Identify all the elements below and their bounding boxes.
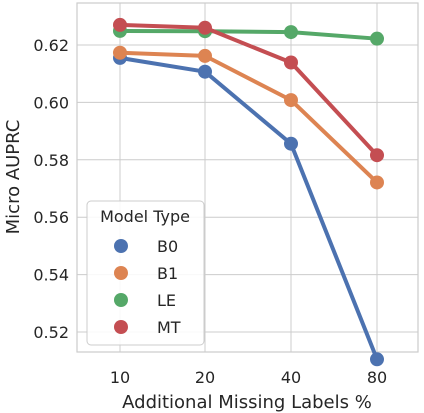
data-point <box>284 25 298 40</box>
y-tick-label: 0.58 <box>33 151 69 170</box>
legend-marker <box>114 293 128 307</box>
legend-label: B1 <box>157 264 178 283</box>
x-axis-title: Additional Missing Labels % <box>122 392 372 413</box>
y-axis-ticks: 0.52 0.54 0.56 0.58 0.60 0.62 <box>33 36 69 342</box>
x-tick-label: 80 <box>367 368 387 387</box>
x-tick-label: 20 <box>195 368 215 387</box>
data-point <box>370 31 384 46</box>
y-tick-label: 0.54 <box>33 266 69 285</box>
legend-entry-mt: MT <box>114 318 181 337</box>
x-tick-label: 40 <box>281 368 301 387</box>
data-point <box>370 352 384 367</box>
legend-label: B0 <box>157 237 178 256</box>
data-point <box>113 45 127 60</box>
data-point <box>284 55 298 70</box>
legend-marker <box>114 266 128 280</box>
data-point <box>198 48 212 63</box>
series-mt <box>113 17 384 163</box>
data-point <box>370 175 384 190</box>
legend-label: LE <box>157 291 176 310</box>
y-tick-label: 0.56 <box>33 208 69 227</box>
legend-entries: B0 B1 LE MT <box>114 237 181 337</box>
data-point <box>370 148 384 163</box>
legend-entry-b1: B1 <box>114 264 178 283</box>
series-line <box>118 28 379 41</box>
series <box>113 17 384 367</box>
series-line <box>118 50 379 185</box>
data-point <box>284 136 298 151</box>
legend: Model Type B0 B1 LE MT <box>86 200 205 346</box>
y-tick-label: 0.60 <box>33 93 69 112</box>
x-tick-label: 10 <box>110 368 130 387</box>
data-point <box>284 93 298 108</box>
legend-entry-b0: B0 <box>114 237 178 256</box>
legend-marker <box>114 239 128 253</box>
legend-label: MT <box>157 318 181 337</box>
data-point <box>198 64 212 79</box>
series-line <box>118 22 379 158</box>
y-tick-label: 0.62 <box>33 36 69 55</box>
legend-marker <box>114 320 128 334</box>
legend-entry-le: LE <box>114 291 176 310</box>
y-tick-label: 0.52 <box>33 323 69 342</box>
data-point <box>113 17 127 32</box>
plot-frame <box>76 2 419 353</box>
series-line <box>118 55 379 362</box>
legend-title: Model Type <box>100 207 190 226</box>
legend-box <box>86 200 205 346</box>
y-axis-title: Micro AUPRC <box>3 120 24 235</box>
series-b1 <box>113 45 384 190</box>
data-point <box>198 20 212 35</box>
x-axis-ticks: 10 20 40 80 <box>110 368 387 387</box>
